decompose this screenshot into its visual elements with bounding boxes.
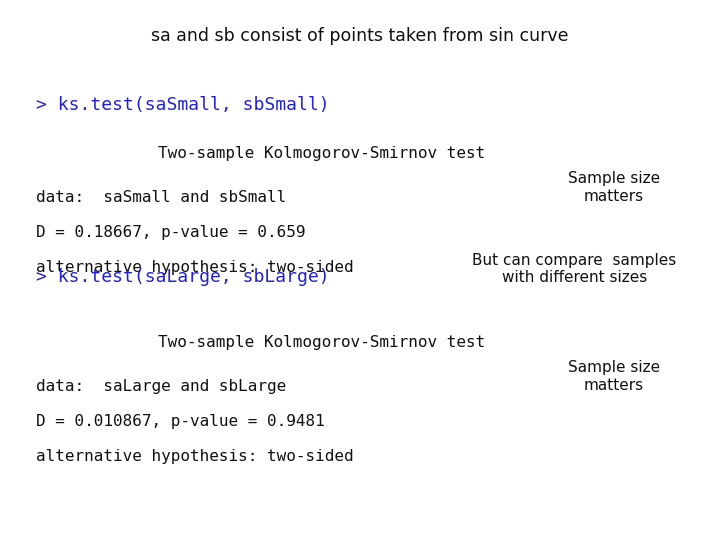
Text: alternative hypothesis: two-sided: alternative hypothesis: two-sided [36, 260, 354, 275]
Text: Sample size
matters: Sample size matters [568, 361, 660, 393]
Text: sa and sb consist of points taken from sin curve: sa and sb consist of points taken from s… [151, 28, 569, 45]
Text: Two-sample Kolmogorov-Smirnov test: Two-sample Kolmogorov-Smirnov test [158, 146, 486, 161]
Text: Sample size
matters: Sample size matters [568, 172, 660, 204]
Text: > ks.test(saLarge, sbLarge): > ks.test(saLarge, sbLarge) [36, 268, 330, 286]
Text: D = 0.18667, p-value = 0.659: D = 0.18667, p-value = 0.659 [36, 225, 305, 240]
Text: > ks.test(saSmall, sbSmall): > ks.test(saSmall, sbSmall) [36, 96, 330, 114]
Text: But can compare  samples
with different sizes: But can compare samples with different s… [472, 253, 676, 285]
Text: data:  saSmall and sbSmall: data: saSmall and sbSmall [36, 190, 287, 205]
Text: Two-sample Kolmogorov-Smirnov test: Two-sample Kolmogorov-Smirnov test [158, 335, 486, 350]
Text: data:  saLarge and sbLarge: data: saLarge and sbLarge [36, 379, 287, 394]
Text: alternative hypothesis: two-sided: alternative hypothesis: two-sided [36, 449, 354, 464]
Text: D = 0.010867, p-value = 0.9481: D = 0.010867, p-value = 0.9481 [36, 414, 325, 429]
